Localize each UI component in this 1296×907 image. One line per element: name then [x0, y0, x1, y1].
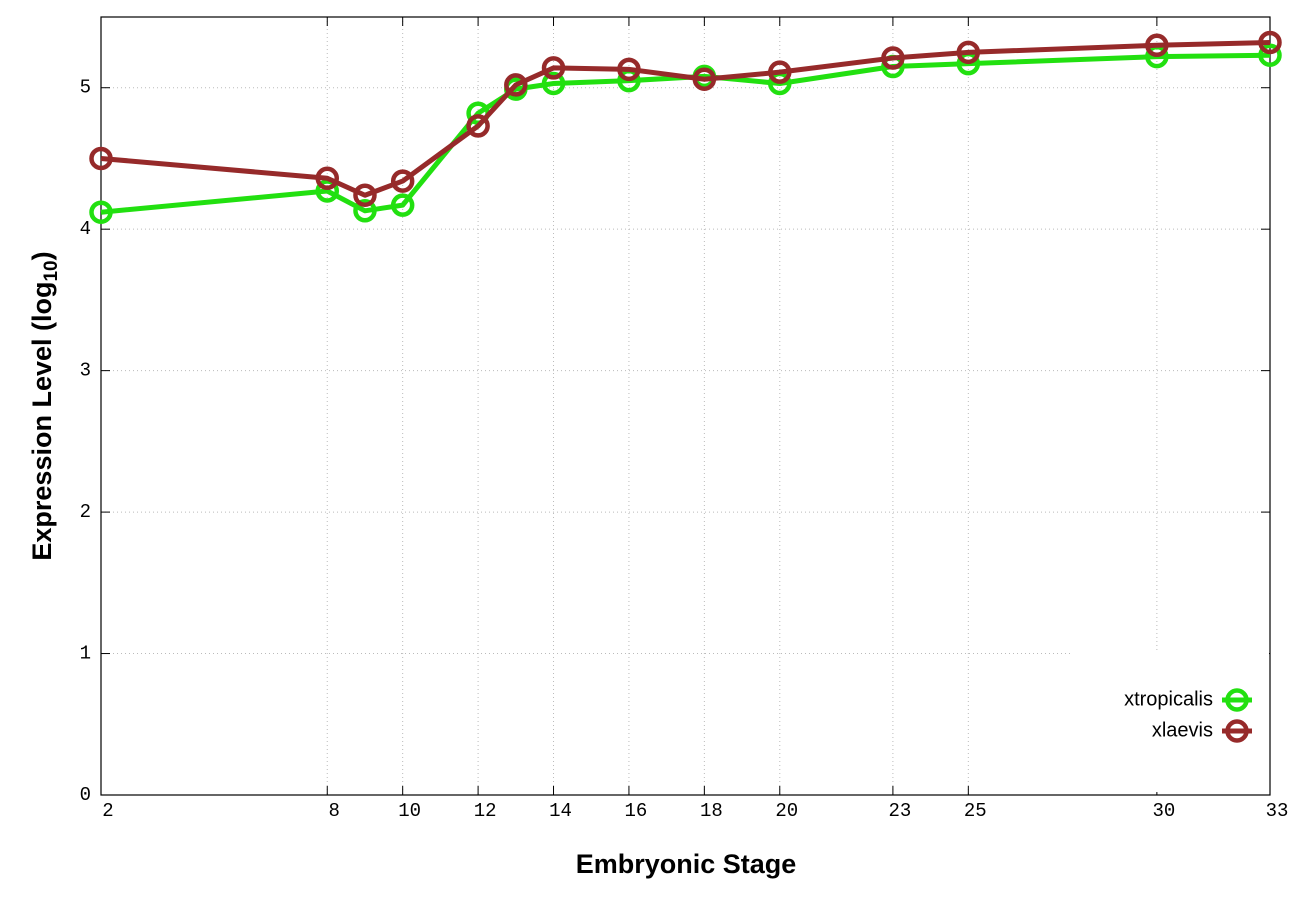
- x-tick-label: 20: [775, 800, 798, 822]
- y-tick-label: 0: [80, 784, 91, 806]
- x-tick-label: 18: [700, 800, 723, 822]
- x-tick-label: 16: [625, 800, 648, 822]
- y-tick-label: 1: [80, 643, 91, 665]
- y-tick-label: 4: [80, 218, 91, 240]
- y-axis-title-suffix: ): [27, 251, 57, 260]
- series-line: [100, 52, 1271, 215]
- data-point: [390, 193, 415, 217]
- y-axis-title: Expression Level (log10): [27, 251, 62, 560]
- data-point: [956, 40, 981, 65]
- x-tick-label: 10: [398, 800, 421, 822]
- y-axis-title-subscript: 10: [41, 260, 62, 281]
- data-point: [315, 179, 340, 203]
- data-point: [353, 199, 377, 223]
- x-tick-label: 14: [549, 800, 572, 822]
- data-point: [692, 67, 717, 91]
- data-point: [390, 169, 415, 193]
- y-tick-label: 5: [80, 77, 91, 99]
- data-point: [541, 71, 566, 96]
- data-point: [1145, 33, 1169, 58]
- y-tick-label: 2: [80, 501, 91, 523]
- data-point: [315, 166, 340, 191]
- data-point: [1258, 43, 1282, 67]
- data-point: [768, 60, 792, 84]
- x-tick-label: 30: [1152, 800, 1175, 822]
- x-axis-title: Embryonic Stage: [576, 849, 797, 879]
- data-point: [353, 183, 377, 207]
- legend-label: xtropicalis: [1124, 688, 1213, 710]
- data-point: [89, 200, 113, 224]
- data-point: [466, 114, 490, 138]
- data-point: [617, 57, 641, 82]
- legend-label: xlaevis: [1152, 719, 1213, 741]
- x-tick-label: 25: [964, 800, 987, 822]
- x-tick-label: 2: [102, 800, 113, 822]
- data-point: [1258, 30, 1282, 55]
- series-line: [100, 39, 1271, 198]
- data-point: [504, 73, 528, 97]
- x-tick-label: 8: [329, 800, 340, 822]
- legend-swatch-marker: [1225, 688, 1249, 712]
- data-point: [89, 146, 113, 171]
- data-point: [881, 46, 905, 70]
- data-point: [541, 56, 566, 80]
- legend-swatch-marker: [1225, 719, 1249, 743]
- y-tick-label: 3: [80, 360, 91, 382]
- x-tick-label: 23: [888, 800, 911, 822]
- plot-frame: [100, 16, 1271, 796]
- y-axis-title-text: Expression Level (log: [27, 282, 57, 561]
- x-tick-label: 33: [1266, 800, 1289, 822]
- x-tick-label: 12: [474, 800, 497, 822]
